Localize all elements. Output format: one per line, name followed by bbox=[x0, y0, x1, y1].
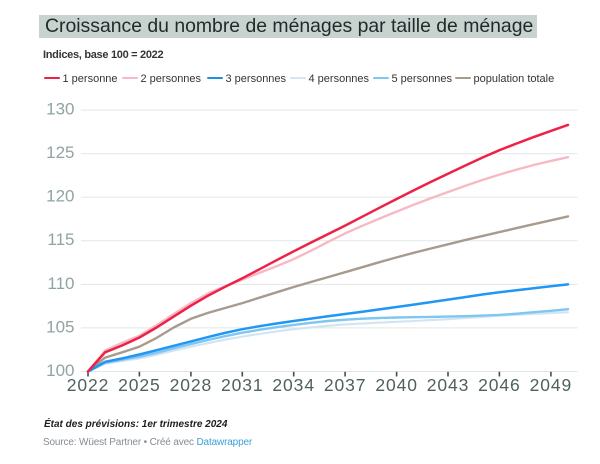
svg-text:2022: 2022 bbox=[67, 375, 110, 395]
svg-text:2031: 2031 bbox=[221, 375, 264, 395]
svg-text:120: 120 bbox=[46, 187, 74, 206]
svg-text:105: 105 bbox=[46, 317, 74, 336]
svg-text:2034: 2034 bbox=[272, 375, 315, 395]
svg-text:2037: 2037 bbox=[324, 375, 367, 395]
svg-text:100: 100 bbox=[46, 361, 74, 380]
svg-text:2040: 2040 bbox=[375, 375, 418, 395]
svg-text:125: 125 bbox=[46, 143, 74, 162]
svg-text:2046: 2046 bbox=[478, 375, 521, 395]
svg-text:2025: 2025 bbox=[118, 375, 161, 395]
svg-text:2028: 2028 bbox=[170, 375, 213, 395]
svg-text:115: 115 bbox=[47, 230, 74, 249]
svg-text:110: 110 bbox=[47, 274, 74, 293]
svg-text:2049: 2049 bbox=[530, 375, 573, 395]
svg-text:130: 130 bbox=[46, 100, 74, 119]
svg-text:2043: 2043 bbox=[427, 375, 470, 395]
